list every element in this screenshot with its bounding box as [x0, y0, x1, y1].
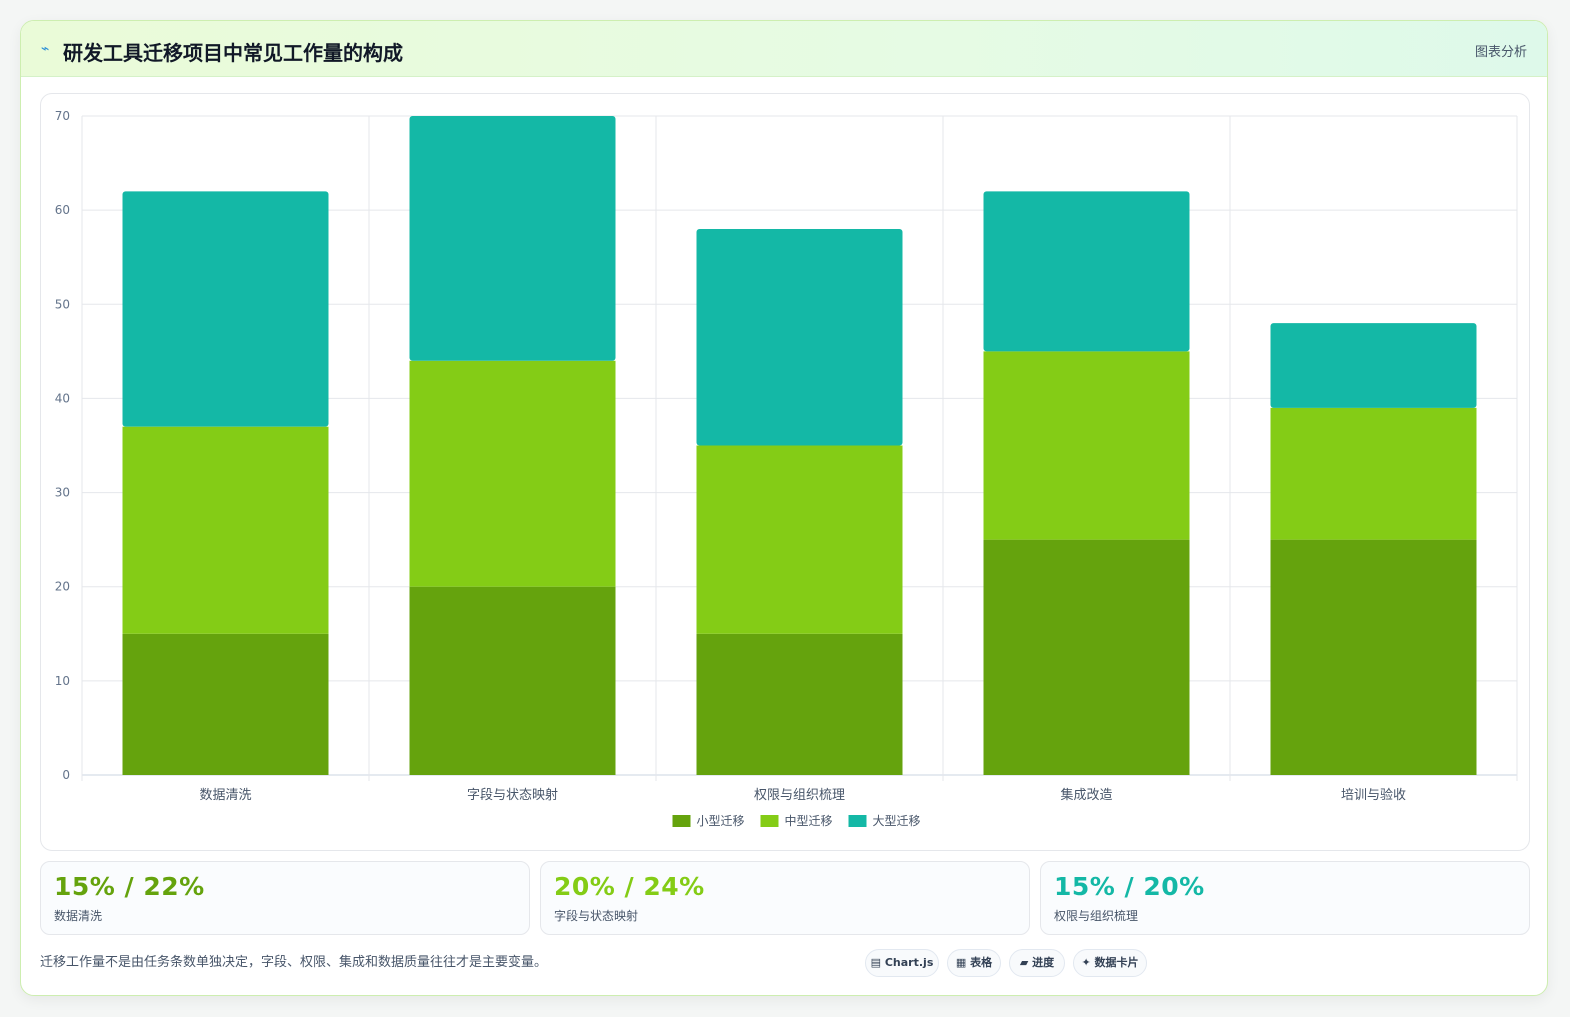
y-tick-label: 70	[55, 109, 70, 123]
bar-segment	[122, 426, 329, 634]
bar-segment	[1270, 407, 1477, 540]
x-tick-label: 权限与组织梳理	[754, 787, 845, 803]
y-tick-label: 50	[55, 297, 70, 311]
legend-swatch	[672, 815, 691, 827]
chart-card: ⌁ 研发工具迁移项目中常见工作量的构成 图表分析 0 10 20 30 40 50 60 70…	[20, 20, 1548, 996]
bar-segment	[983, 191, 1190, 352]
legend-label: 大型迁移	[873, 814, 921, 828]
bar-segment	[122, 633, 329, 775]
y-tick-label: 30	[55, 486, 70, 500]
x-tick-label: 字段与状态映射	[467, 787, 558, 803]
bar-segment	[696, 228, 903, 446]
bar-segment	[122, 191, 329, 427]
stacked-bar-chart: 0 10 20 30 40 50 60 70 数据清洗 字段与状态映射 权限与组织梳理 集成改造 培训与…	[55, 109, 1518, 828]
tag-table[interactable]: ▦ 表格	[947, 949, 1001, 977]
stat-value: 20% / 24%	[554, 872, 705, 901]
progress-icon: ▰	[1019, 956, 1029, 969]
y-tick-label: 60	[55, 203, 70, 217]
bar-segment	[409, 586, 616, 775]
stat-card: 15% / 22% 数据清洗	[40, 861, 530, 935]
y-tick-label: 10	[55, 674, 70, 688]
bar-segment	[409, 360, 616, 587]
bar-segment	[696, 633, 903, 775]
tag-label: Chart.js	[884, 956, 934, 969]
legend-label: 小型迁移	[697, 814, 745, 828]
stat-label: 权限与组织梳理	[1054, 909, 1139, 923]
footnote: 迁移工作量不是由任务条数单独决定，字段、权限、集成和数据质量往往才是主要变量。	[40, 955, 548, 970]
stat-value: 15% / 22%	[54, 872, 205, 901]
stat-label: 数据清洗	[54, 909, 103, 923]
bar-segment	[696, 445, 903, 634]
x-tick-label: 集成改造	[1060, 787, 1112, 803]
card-header: ⌁ 研发工具迁移项目中常见工作量的构成 图表分析	[21, 21, 1547, 77]
stat-value: 15% / 20%	[1054, 872, 1205, 901]
chart-icon: ▤	[870, 956, 882, 969]
bar-segment	[1270, 539, 1477, 775]
bolt-icon: ⌁	[41, 41, 50, 57]
chart-container: 0 10 20 30 40 50 60 70 数据清洗 字段与状态映射 权限与组织梳理 集成改造 培训与…	[40, 93, 1530, 851]
tag-label: 数据卡片	[1094, 956, 1139, 969]
chart-analysis-badge[interactable]: 图表分析	[1474, 45, 1527, 60]
bar-segment	[409, 116, 616, 361]
x-tick-label: 培训与验收	[1341, 787, 1406, 803]
tag-label: 进度	[1032, 956, 1055, 969]
legend-label: 中型迁移	[785, 813, 833, 828]
y-tick-label: 20	[55, 580, 70, 594]
stat-card: 15% / 20% 权限与组织梳理	[1040, 861, 1530, 935]
sparkle-icon: ✦	[1081, 956, 1091, 969]
page-title: 研发工具迁移项目中常见工作量的构成	[63, 41, 403, 65]
tag-chartjs[interactable]: ▤ Chart.js	[865, 949, 939, 977]
bar-segment	[1270, 323, 1477, 408]
tag-label: 表格	[970, 956, 993, 969]
stat-label: 字段与状态映射	[554, 909, 639, 923]
bar-segment	[983, 351, 1190, 540]
stat-cards: 15% / 22% 数据清洗 20% / 24% 字段与状态映射 15% / 2…	[40, 861, 1530, 935]
legend-swatch	[848, 815, 867, 827]
y-tick-label: 0	[62, 768, 70, 782]
tag-data-card[interactable]: ✦ 数据卡片	[1073, 949, 1147, 977]
stat-card: 20% / 24% 字段与状态映射	[540, 861, 1030, 935]
tag-progress[interactable]: ▰ 进度	[1009, 949, 1065, 977]
legend-swatch	[760, 815, 779, 827]
table-icon: ▦	[955, 956, 967, 969]
x-tick-label: 数据清洗	[199, 788, 251, 803]
y-tick-label: 40	[55, 391, 70, 405]
bar-segment	[983, 539, 1190, 775]
